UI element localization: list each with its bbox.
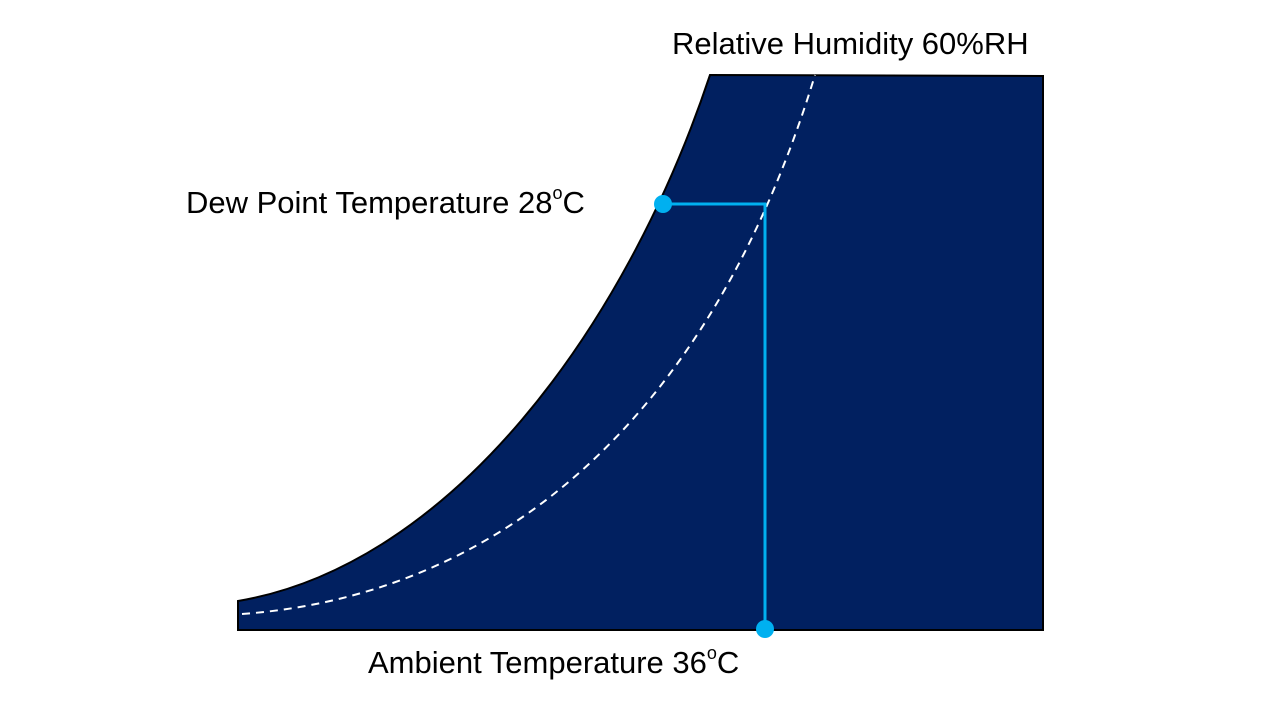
unit-text: C: [562, 185, 585, 220]
relative-humidity-label: Relative Humidity 60%RH: [672, 28, 1029, 59]
dew-point-connector-line: [663, 202, 767, 629]
relative-humidity-curve: [241, 74, 816, 615]
degree-symbol: o: [552, 183, 563, 203]
unit-text: C: [716, 645, 740, 680]
dew-point-marker: [654, 195, 672, 213]
ambient-temperature-marker: [756, 620, 774, 638]
relative-humidity-text: Relative Humidity 60%RH: [672, 26, 1029, 61]
saturation-region: [237, 73, 1044, 631]
degree-symbol: o: [706, 643, 717, 663]
dew-point-label: Dew Point Temperature 28oC: [186, 184, 585, 220]
dew-point-text: Dew Point Temperature 28: [186, 185, 553, 220]
ambient-temperature-text: Ambient Temperature 36: [368, 645, 707, 680]
ambient-temperature-label: Ambient Temperature 36oC: [368, 644, 740, 680]
